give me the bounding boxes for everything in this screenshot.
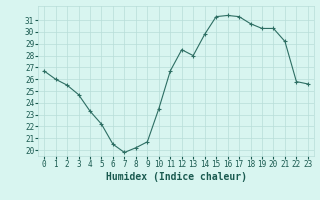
- X-axis label: Humidex (Indice chaleur): Humidex (Indice chaleur): [106, 172, 246, 182]
